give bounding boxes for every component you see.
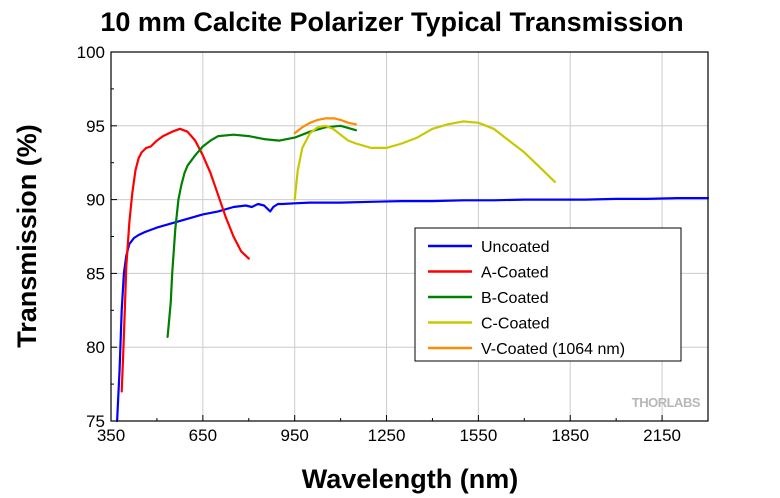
legend-label-b-coated: B-Coated	[481, 290, 549, 307]
series-line-v-coated-1064-nm	[293, 117, 357, 135]
series-line-a-coated	[120, 127, 250, 393]
legend-label-uncoated: Uncoated	[481, 239, 550, 256]
series-line-b-coated	[166, 124, 357, 338]
y-tick-label: 90	[86, 191, 105, 210]
x-tick-label: 1550	[459, 426, 497, 445]
y-tick-label: 80	[86, 338, 105, 357]
series-lines	[116, 117, 710, 423]
x-tick-label: 1850	[551, 426, 589, 445]
x-axis-label: Wavelength (nm)	[302, 464, 519, 494]
legend-box	[414, 227, 682, 362]
chart-title: 10 mm Calcite Polarizer Typical Transmis…	[100, 7, 683, 37]
y-tick-label: 75	[86, 412, 105, 431]
x-tick-label: 650	[189, 426, 217, 445]
x-tick-label: 350	[97, 426, 125, 445]
legend-label-a-coated: A-Coated	[481, 265, 549, 282]
legend: Uncoated A-Coated B-Coated C-Coated V-Coated…	[414, 227, 682, 362]
series-line-c-coated	[293, 120, 556, 201]
y-axis-label: Transmission (%)	[12, 124, 42, 348]
x-tick-label: 2150	[643, 426, 681, 445]
thorlabs-watermark: THORLABS	[632, 395, 701, 410]
x-tick-label: 1250	[368, 426, 406, 445]
y-tick-label: 85	[86, 264, 105, 283]
y-tick-label: 100	[77, 43, 105, 62]
series-line-uncoated	[116, 197, 710, 423]
y-tick-label: 95	[86, 117, 105, 136]
x-tick-label: 950	[281, 426, 309, 445]
legend-label-v-coated-1064-nm: V-Coated (1064 nm)	[481, 341, 625, 358]
axis-ticks: 350 650 950 1250 1550 1850 2150 75 80 85 90 95 100	[77, 43, 681, 445]
legend-label-c-coated: C-Coated	[481, 316, 549, 333]
